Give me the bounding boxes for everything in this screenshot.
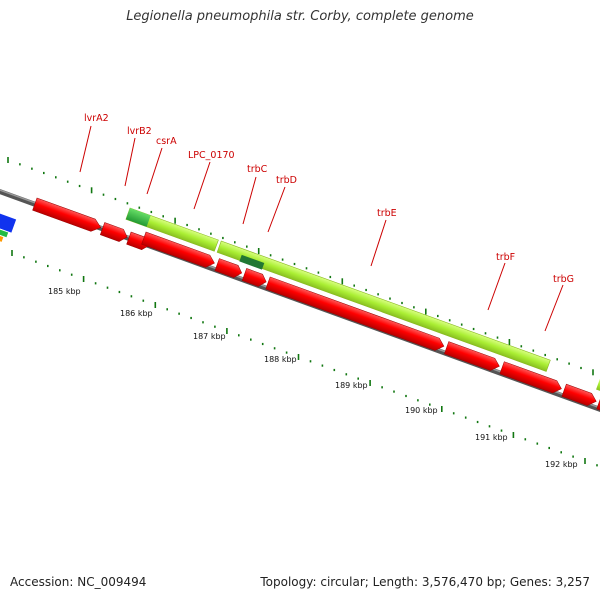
gene-labels: lvrA2 lvrB2 csrA LPC_0170 trbC trbD trbE… bbox=[79, 113, 574, 332]
gene-arrow-edge bbox=[596, 396, 600, 422]
gene-arrow-trbD bbox=[241, 268, 267, 287]
scale-label-189: 189 kbp bbox=[335, 381, 368, 390]
edge-gene-green bbox=[0, 225, 9, 238]
gene-arrow-LPC_0170 bbox=[141, 231, 215, 268]
gene-arrow-trbE bbox=[265, 276, 445, 351]
scale-label-190: 190 kbp bbox=[405, 406, 438, 415]
gene-label-lvrB2: lvrB2 bbox=[127, 126, 152, 137]
gene-arrow-next bbox=[561, 383, 597, 406]
gene-arrow-lvrB2 bbox=[99, 222, 128, 242]
gene-label-trbC: trbC bbox=[247, 164, 268, 175]
scale-label-188: 188 kbp bbox=[264, 355, 297, 364]
gene-row-upper bbox=[32, 197, 150, 250]
accession-text: Accession: NC_009494 bbox=[10, 575, 147, 589]
gene-label-csrA: csrA bbox=[156, 136, 177, 147]
dark-green-feature bbox=[239, 254, 265, 270]
gene-label-trbF: trbF bbox=[496, 252, 515, 263]
edge-gene-blue bbox=[0, 210, 17, 233]
csrA-gene bbox=[125, 208, 151, 227]
gene-row-lower bbox=[141, 231, 600, 422]
gene-label-trbG: trbG bbox=[553, 274, 574, 285]
gene-arrow-trbF bbox=[444, 341, 500, 371]
outer-tick-ring bbox=[7, 157, 594, 376]
gene-label-lvrA2: lvrA2 bbox=[84, 113, 109, 124]
scale-label-192: 192 kbp bbox=[545, 460, 578, 469]
gene-arrow-lvrA2 bbox=[32, 197, 102, 232]
scale-labels: 185 kbp 186 kbp 187 kbp 188 kbp 189 kbp … bbox=[48, 287, 578, 469]
operon-band bbox=[125, 207, 600, 397]
scale-label-191: 191 kbp bbox=[475, 433, 508, 442]
scale-label-187: 187 kbp bbox=[193, 332, 226, 341]
scale-label-186: 186 kbp bbox=[120, 309, 153, 318]
gene-label-LPC_0170: LPC_0170 bbox=[188, 150, 235, 161]
genome-summary-text: Topology: circular; Length: 3,576,470 bp… bbox=[260, 575, 590, 589]
gene-arrow-trbC bbox=[214, 258, 243, 278]
lime-feature-edge bbox=[596, 378, 600, 397]
map-title: Legionella pneumophila str. Corby, compl… bbox=[126, 9, 474, 24]
gene-label-trbE: trbE bbox=[377, 208, 397, 219]
gene-label-trbD: trbD bbox=[276, 175, 297, 186]
inner-tick-ring bbox=[11, 250, 598, 467]
scale-label-185: 185 kbp bbox=[48, 287, 81, 296]
lime-feature-2 bbox=[216, 240, 551, 372]
gene-arrow-trbG bbox=[499, 361, 562, 394]
left-edge-genes bbox=[0, 210, 17, 242]
